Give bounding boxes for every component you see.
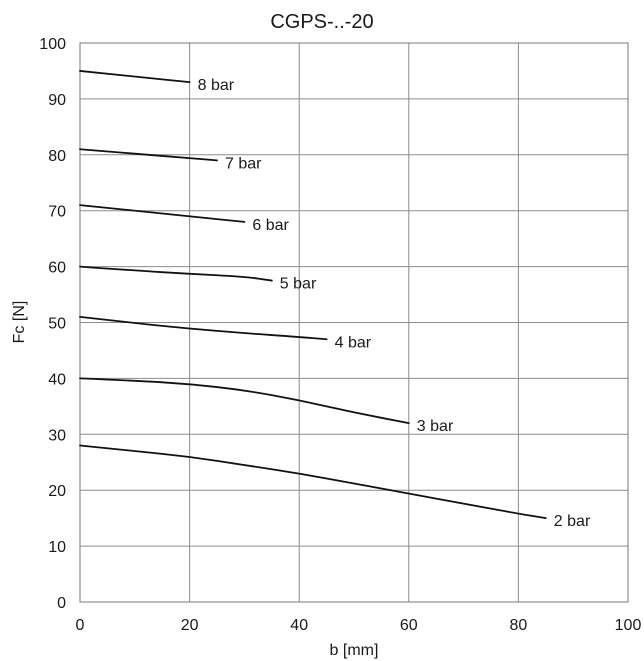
x-axis-label: b [mm] (330, 642, 379, 659)
x-tick-label: 100 (615, 617, 642, 634)
x-tick-label: 60 (400, 617, 418, 634)
y-tick-label: 10 (48, 539, 66, 556)
series-label: 7 bar (225, 155, 262, 172)
series-label: 4 bar (335, 334, 372, 351)
series-line (79, 444, 547, 520)
y-tick-label: 50 (48, 316, 66, 333)
series-line (79, 316, 328, 341)
series-line (79, 70, 191, 84)
x-tick-label: 0 (76, 617, 85, 634)
y-tick-label: 20 (48, 483, 66, 500)
tick-labels: 0 20 40 60 80 100 0 10 20 30 40 50 60 70 80 90 100 (39, 36, 641, 634)
plot-frame (79, 42, 629, 603)
y-tick-label: 70 (48, 204, 66, 221)
x-tick-label: 40 (290, 617, 308, 634)
y-tick-label: 80 (48, 148, 66, 165)
series-label: 8 bar (198, 77, 235, 94)
x-tick-label: 20 (181, 617, 199, 634)
y-tick-label: 40 (48, 371, 66, 388)
series-layer: 8 bar 7 bar 6 bar 5 bar 4 bar 3 bar 2 bar (79, 70, 591, 530)
chart-title: CGPS-..-20 (270, 11, 373, 33)
series-label: 3 bar (417, 418, 454, 435)
y-tick-label: 30 (48, 427, 66, 444)
series-line (79, 265, 273, 282)
y-tick-label: 100 (39, 36, 66, 53)
y-tick-label: 0 (57, 595, 66, 612)
series-line (79, 377, 410, 425)
series-label: 6 bar (252, 217, 289, 234)
y-tick-label: 90 (48, 92, 66, 109)
y-axis-label: Fc [N] (11, 301, 28, 344)
series-line (79, 148, 218, 162)
series-label: 2 bar (554, 513, 591, 530)
series-line (79, 204, 246, 223)
series-label: 5 bar (280, 276, 317, 293)
y-tick-label: 60 (48, 260, 66, 277)
x-tick-label: 80 (510, 617, 528, 634)
